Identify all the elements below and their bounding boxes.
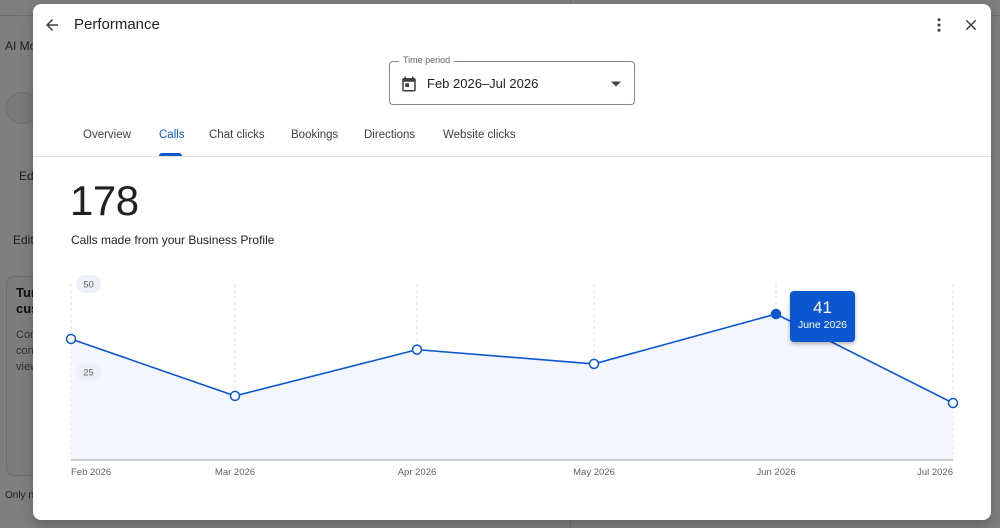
tab-calls[interactable]: Calls	[159, 129, 185, 141]
more-vert-icon	[937, 18, 941, 32]
metric-tabs: Overview Calls Chat clicks Bookings Dire…	[33, 122, 991, 157]
y-tick-background	[76, 275, 101, 293]
y-tick-background	[76, 363, 101, 381]
arrow-back-icon	[46, 19, 58, 31]
data-point	[229, 390, 241, 402]
y-tick-label: 25	[83, 368, 94, 379]
x-tick-label: Mar 2026	[215, 467, 255, 478]
x-tick-label: Feb 2026	[71, 467, 111, 478]
metric-total: 178	[70, 177, 139, 224]
time-period-value: Feb 2026–Jul 2026	[427, 76, 539, 91]
y-tick-label: 50	[83, 280, 94, 291]
metric-caption: Calls made from your Business Profile	[71, 233, 275, 247]
tab-website-clicks[interactable]: Website clicks	[443, 129, 516, 141]
data-point	[588, 358, 600, 370]
x-tick-label: Jul 2026	[917, 467, 953, 478]
highlighted-data-point	[770, 308, 782, 320]
tab-bookings[interactable]: Bookings	[291, 129, 339, 141]
close-button[interactable]	[955, 9, 987, 41]
x-tick-label: Jun 2026	[756, 467, 795, 478]
area-fill	[71, 314, 953, 460]
dropdown-arrow-icon	[611, 81, 621, 87]
tab-chat-clicks[interactable]: Chat clicks	[209, 129, 265, 141]
tab-directions[interactable]: Directions	[364, 129, 416, 141]
dialog-title: Performance	[74, 16, 160, 33]
data-point	[65, 333, 77, 345]
calendar-icon	[402, 76, 416, 92]
more-options-button[interactable]	[923, 9, 955, 41]
time-period-select[interactable]: Time period Feb 2026–Jul 2026	[389, 55, 635, 105]
calls-chart: 50 25 Feb 2026 Mar 2026 Apr 2026 May 2026 Jun …	[65, 275, 959, 478]
x-tick-label: Apr 2026	[398, 467, 437, 478]
time-period-label: Time period	[399, 55, 455, 65]
close-icon	[965, 19, 977, 31]
back-button[interactable]	[36, 9, 68, 41]
chart-tooltip: 41 June 2026	[790, 291, 855, 342]
performance-dialog: Performance Time period Feb 2026–Jul 202…	[33, 4, 991, 520]
tooltip-label: June 2026	[797, 319, 848, 331]
tab-overview[interactable]: Overview	[83, 129, 131, 141]
tooltip-value: 41	[813, 298, 832, 317]
active-tab-indicator	[159, 153, 182, 156]
data-point	[947, 397, 959, 409]
x-tick-label: May 2026	[573, 467, 615, 478]
data-point	[411, 344, 423, 355]
